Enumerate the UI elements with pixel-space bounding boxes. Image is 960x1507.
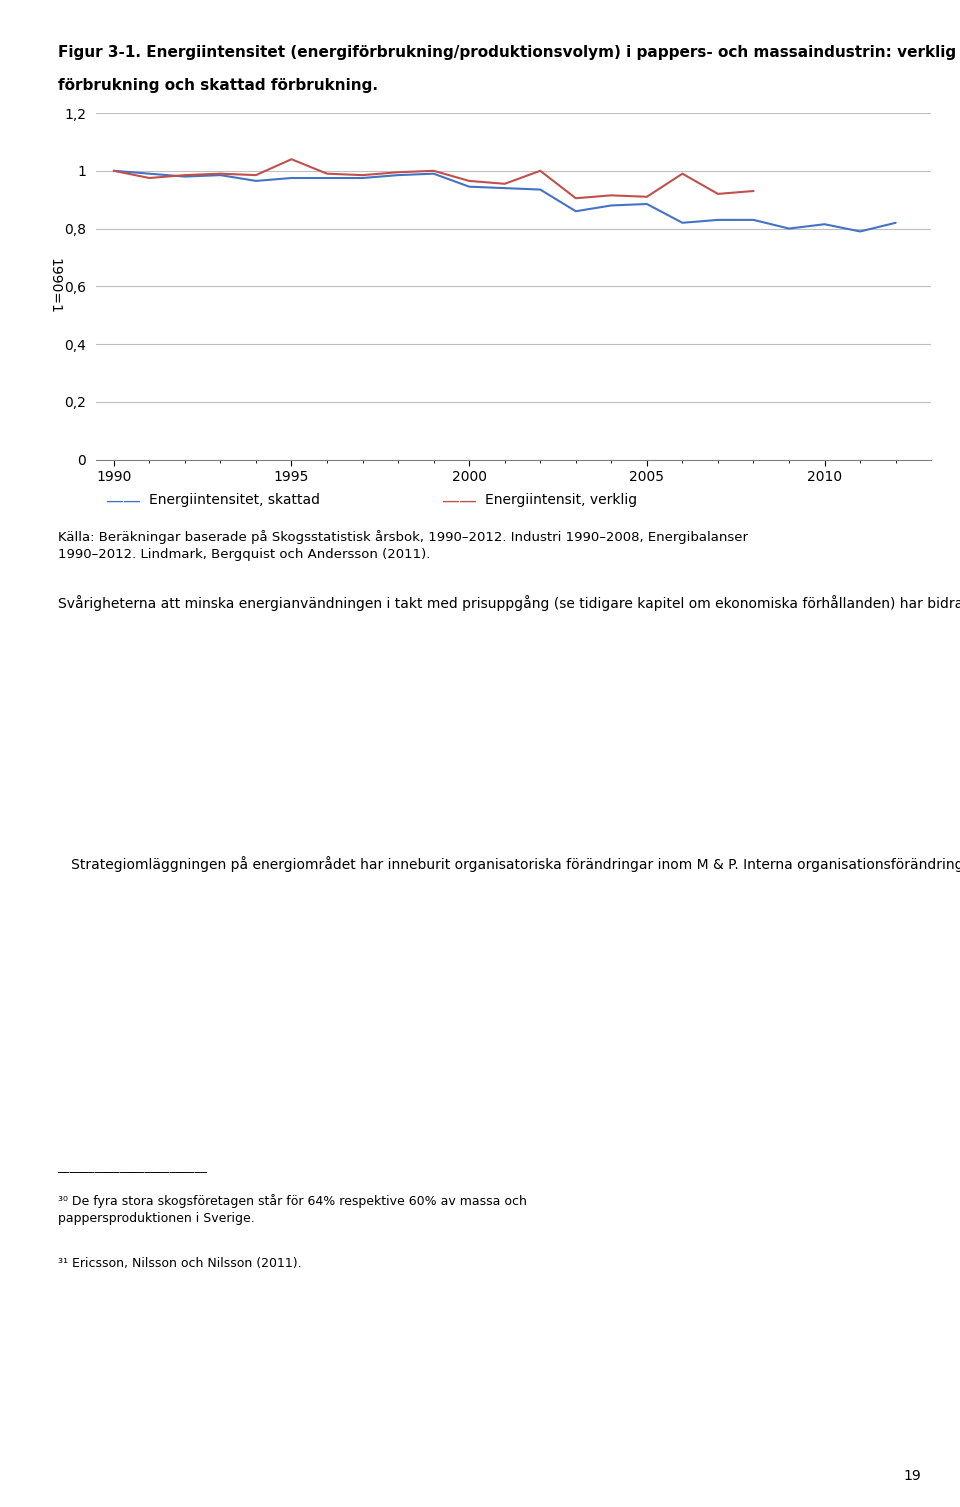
- Text: ——: ——: [106, 491, 142, 509]
- Text: 19: 19: [904, 1469, 922, 1483]
- Text: ________________________: ________________________: [58, 1160, 207, 1174]
- Y-axis label: 1990=1: 1990=1: [48, 258, 61, 315]
- Text: Energiintensitet, skattad: Energiintensitet, skattad: [149, 493, 320, 508]
- Text: Energiintensit, verklig: Energiintensit, verklig: [485, 493, 636, 508]
- Text: förbrukning och skattad förbrukning.: förbrukning och skattad förbrukning.: [58, 78, 377, 93]
- Text: Strategiomläggningen på energiområdet har inneburit organisatoriska förändringar: Strategiomläggningen på energiområdet ha…: [58, 856, 960, 873]
- Text: Källa: Beräkningar baserade på Skogsstatistisk årsbok, 1990–2012. Industri 1990–: Källa: Beräkningar baserade på Skogsstat…: [58, 530, 748, 562]
- Text: ——: ——: [442, 491, 478, 509]
- Text: Svårigheterna att minska energianvändningen i takt med prisuppgång (se tidigare : Svårigheterna att minska energianvändnin…: [58, 595, 960, 612]
- Text: Figur 3-1. Energiintensitet (energiförbrukning/produktionsvolym) i pappers- och : Figur 3-1. Energiintensitet (energiförbr…: [58, 45, 956, 60]
- Text: ³¹ Ericsson, Nilsson och Nilsson (2011).: ³¹ Ericsson, Nilsson och Nilsson (2011).: [58, 1257, 301, 1270]
- Text: ³⁰ De fyra stora skogsföretagen står för 64% respektive 60% av massa och
pappers: ³⁰ De fyra stora skogsföretagen står för…: [58, 1194, 526, 1225]
